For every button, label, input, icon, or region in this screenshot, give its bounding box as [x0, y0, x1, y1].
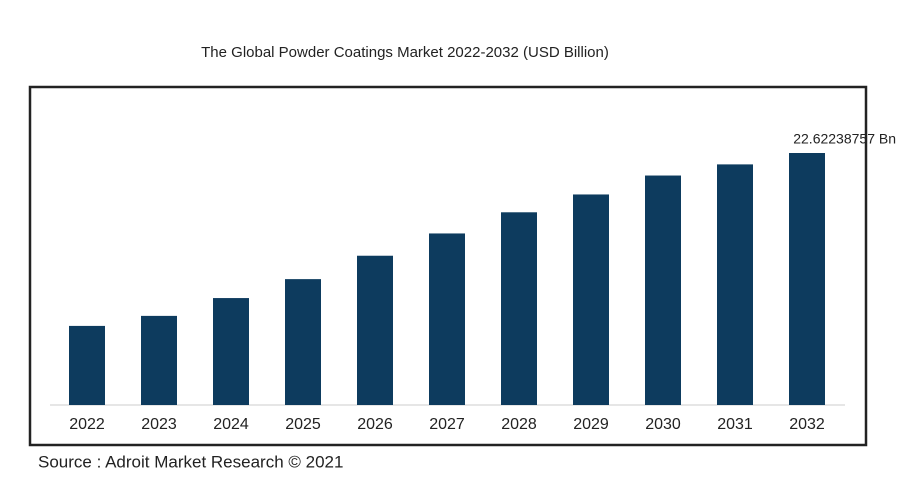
x-tick-label: 2025 [285, 416, 321, 433]
bar [285, 279, 321, 405]
x-tick-label: 2023 [141, 416, 177, 433]
value-label: 22.62238757 Bn [793, 131, 896, 147]
x-tick-label: 2027 [429, 416, 465, 433]
bar [717, 164, 753, 405]
bar [357, 255, 393, 405]
x-tick-label: 2022 [69, 416, 105, 433]
x-tick-label: 2024 [213, 416, 249, 433]
bar [645, 175, 681, 405]
bar [429, 233, 465, 405]
bar [501, 212, 537, 405]
x-tick-label: 2028 [501, 416, 537, 433]
chart-frame [28, 85, 868, 447]
source-note: Source : Adroit Market Research © 2021 [38, 452, 343, 471]
bar [141, 315, 177, 405]
x-tick-label: 2026 [357, 416, 393, 433]
x-tick-label: 2032 [789, 416, 825, 433]
chart-title: The Global Powder Coatings Market 2022-2… [201, 44, 609, 61]
bar [789, 153, 825, 405]
x-tick-label: 2031 [717, 416, 753, 433]
bar [573, 194, 609, 405]
bar [69, 325, 105, 405]
bar [213, 298, 249, 405]
x-tick-label: 2029 [573, 416, 609, 433]
x-tick-label: 2030 [645, 416, 681, 433]
